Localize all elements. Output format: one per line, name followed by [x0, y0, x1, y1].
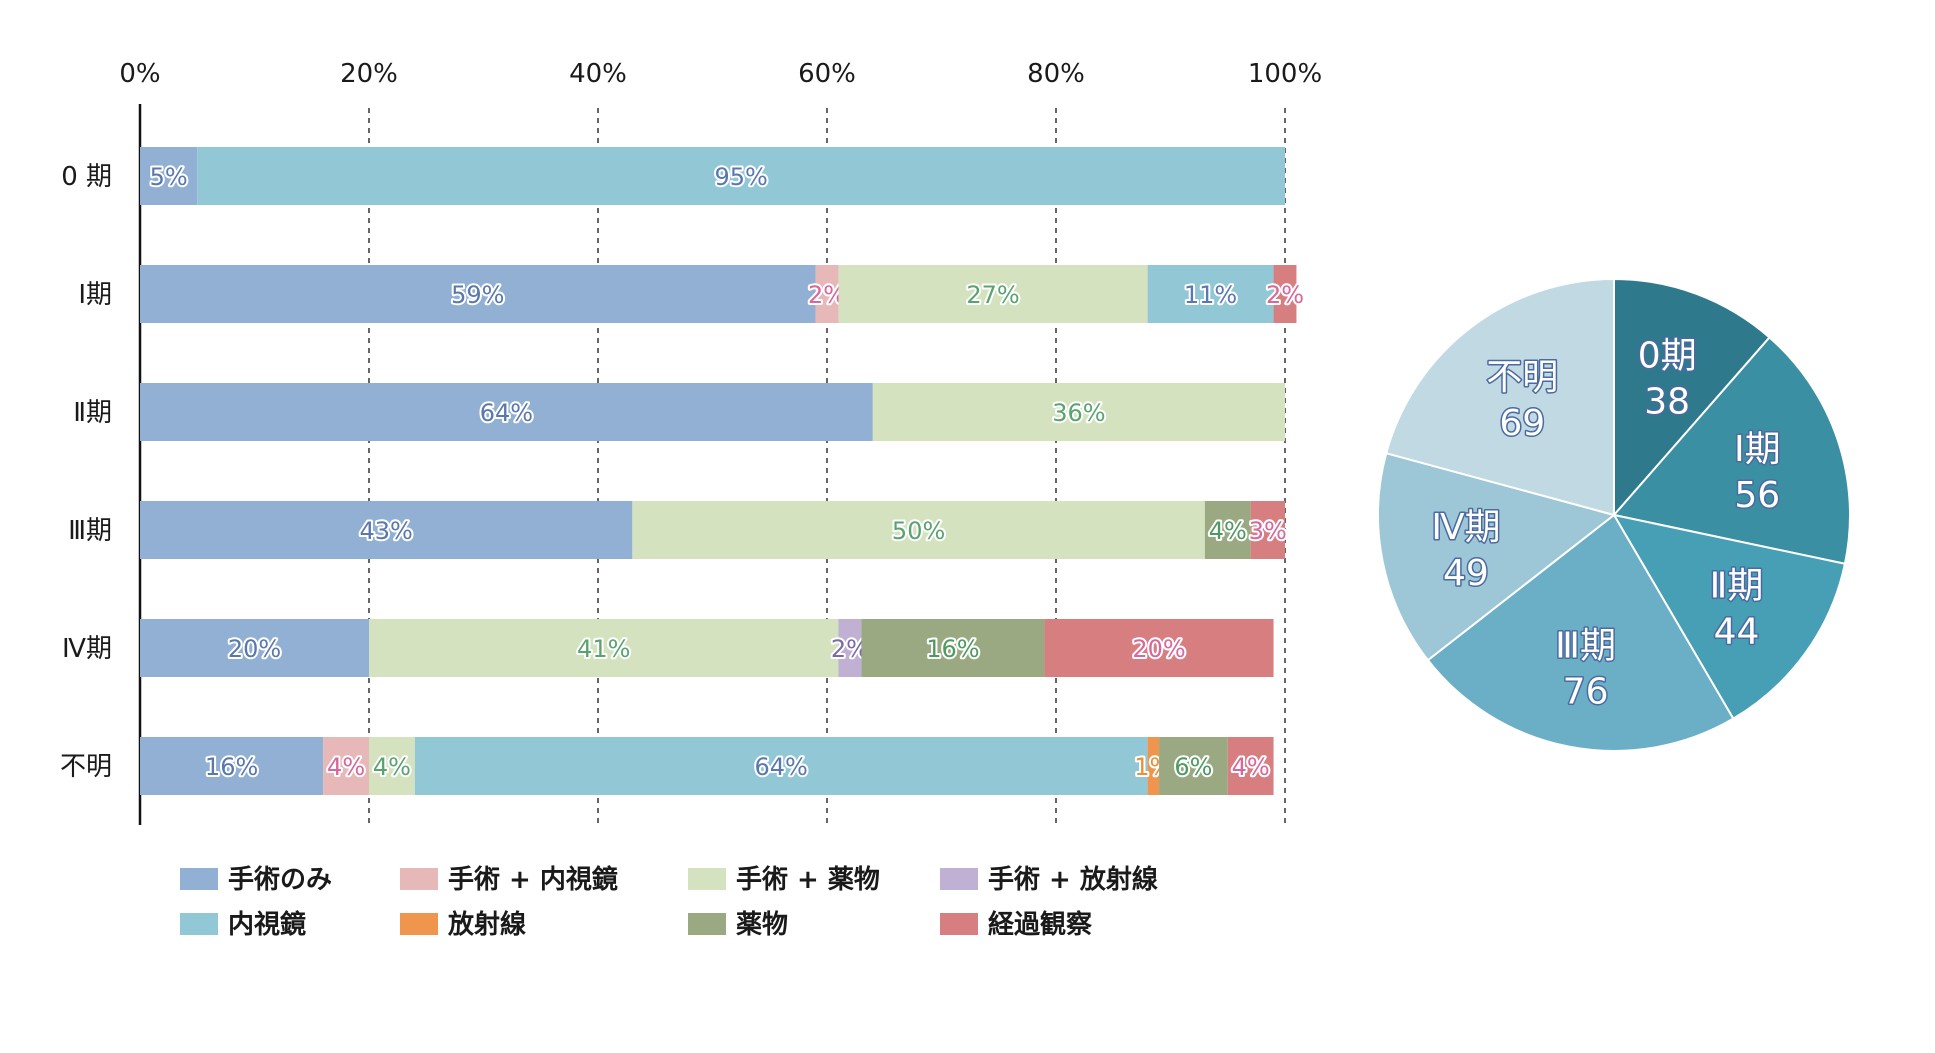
- bar-segment: [861, 619, 1045, 677]
- data-label: 11%: [1184, 281, 1237, 309]
- bar-segment: [1204, 501, 1251, 559]
- category-label: Ⅱ期: [73, 398, 112, 428]
- bar-segment: [1147, 737, 1160, 795]
- bar-segment: [369, 737, 415, 795]
- bar-segment: [369, 619, 839, 677]
- legend-label: 手術 + 内視鏡: [448, 864, 618, 895]
- legend-label: 手術 + 薬物: [736, 865, 880, 895]
- stacked-bar-chart: 0% 20% 40% 60% 80% 100% 0 期 5% 95% Ⅰ期 59% 2% 27% 11% 2…: [60, 59, 1322, 825]
- category-label: 0 期: [61, 162, 112, 192]
- data-label: 5%: [150, 163, 188, 191]
- pie-slice: [1613, 277, 1771, 518]
- category-label: Ⅲ期: [68, 516, 112, 546]
- data-label: 4%: [327, 753, 365, 781]
- data-label: 4%: [1232, 753, 1270, 781]
- x-tick-label: 80%: [1027, 59, 1085, 89]
- bar-segment: [140, 619, 369, 677]
- legend-label: 経過観察: [988, 909, 1093, 940]
- legend-swatch: [400, 868, 438, 890]
- pie-slice: [1385, 277, 1615, 517]
- x-tick-label: 60%: [798, 59, 856, 89]
- legend-swatch: [180, 913, 218, 935]
- legend-swatch: [688, 868, 726, 890]
- x-tick-label: 20%: [340, 59, 398, 89]
- bar-segment: [838, 265, 1148, 323]
- category-label: 不明: [60, 752, 112, 782]
- legend-swatch: [940, 913, 978, 935]
- data-label: 16%: [926, 635, 979, 663]
- legend-swatch: [400, 913, 438, 935]
- data-label: 4%: [1209, 517, 1247, 545]
- data-label: 41%: [577, 635, 630, 663]
- pie-slice-value: 76: [1563, 671, 1609, 712]
- legend-swatch: [940, 868, 978, 890]
- bar-segment: [140, 737, 324, 795]
- x-tick-label: 0%: [119, 59, 160, 89]
- data-label: 64%: [480, 399, 533, 427]
- pie-slice-value: 56: [1734, 475, 1780, 516]
- pie-slice-label: 不明: [1486, 357, 1558, 398]
- legend-label: 放射線: [447, 909, 526, 940]
- data-label: 4%: [373, 753, 411, 781]
- pie-slice: [1377, 451, 1617, 662]
- bar-segment: [838, 619, 862, 677]
- legend-label: 手術のみ: [228, 865, 332, 895]
- bar-segment: [1147, 265, 1274, 323]
- data-label: 20%: [228, 635, 281, 663]
- bar-segment: [632, 501, 1205, 559]
- bar-segment: [197, 147, 1285, 205]
- data-label: 16%: [205, 753, 258, 781]
- pie-slice-value: 69: [1499, 403, 1545, 444]
- bar-segment: [1250, 501, 1285, 559]
- data-label: 3%: [1249, 517, 1287, 545]
- data-label: 50%: [892, 517, 945, 545]
- legend-label: 薬物: [736, 910, 788, 940]
- bar-segment: [1159, 737, 1228, 795]
- legend-label: 手術 + 放射線: [988, 864, 1158, 895]
- bar-segment: [323, 737, 369, 795]
- data-label: 6%: [1174, 753, 1212, 781]
- legend-swatch: [688, 913, 726, 935]
- bar-segment: [815, 265, 839, 323]
- pie-slice: [1426, 513, 1735, 752]
- legend-label: 内視鏡: [228, 909, 306, 940]
- bar-segment: [140, 383, 873, 441]
- data-label: 20%: [1132, 635, 1185, 663]
- pie-chart: 0期 38 Ⅰ期 56 Ⅱ期 44 Ⅲ期 76 Ⅳ期 49 不明 69: [1377, 277, 1851, 752]
- pie-slice-label: Ⅱ期: [1710, 565, 1764, 606]
- bar-segment: [1273, 265, 1297, 323]
- pie-slice: [1611, 513, 1847, 721]
- pie-slice-label: Ⅰ期: [1734, 429, 1781, 470]
- bar-segment: [1227, 737, 1274, 795]
- data-label: 95%: [714, 163, 767, 191]
- data-label: 59%: [451, 281, 504, 309]
- x-tick-label: 100%: [1248, 59, 1322, 89]
- data-label: 2%: [1266, 281, 1304, 309]
- pie-slice-label: Ⅳ期: [1431, 507, 1500, 548]
- pie-slice: [1612, 336, 1851, 565]
- pie-slice-value: 38: [1644, 382, 1690, 423]
- pie-slice-label: Ⅲ期: [1555, 625, 1616, 666]
- category-label: Ⅳ期: [62, 634, 112, 664]
- bar-segment: [140, 501, 633, 559]
- x-tick-label: 40%: [569, 59, 627, 89]
- bar-segment: [1044, 619, 1274, 677]
- bar-segment: [414, 737, 1148, 795]
- pie-slice-value: 44: [1714, 611, 1760, 652]
- pie-slice-value: 49: [1443, 553, 1489, 594]
- data-label: 64%: [755, 753, 808, 781]
- data-label: 27%: [966, 281, 1019, 309]
- legend-swatch: [180, 868, 218, 890]
- bar-segment: [140, 265, 816, 323]
- pie-slice-label: 0期: [1638, 336, 1697, 377]
- data-label: 43%: [360, 517, 413, 545]
- bar-segment: [872, 383, 1285, 441]
- bar-segment: [140, 147, 198, 205]
- category-label: Ⅰ期: [78, 280, 112, 310]
- data-label: 36%: [1052, 399, 1105, 427]
